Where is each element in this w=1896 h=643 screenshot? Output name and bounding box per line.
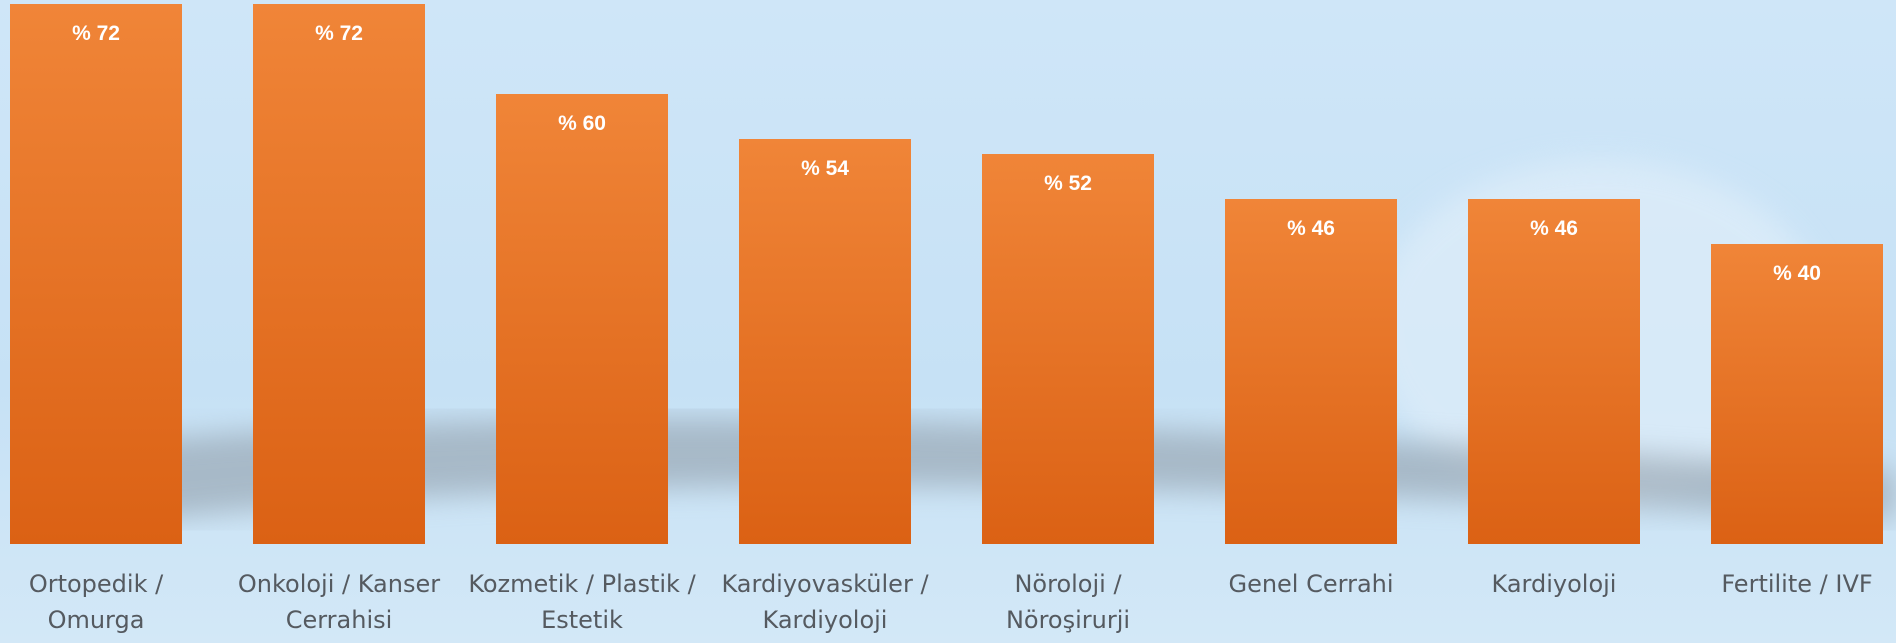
value-label: % 72 (315, 22, 363, 45)
x-tick-label: Kardiyovasküler / Kardiyoloji (721, 570, 929, 634)
bar (496, 94, 668, 544)
x-tick-label: Genel Cerrahi (1228, 570, 1394, 598)
value-label: % 52 (1044, 172, 1092, 195)
value-label: % 54 (801, 157, 849, 180)
bar (1711, 244, 1883, 544)
value-label: % 60 (558, 112, 606, 135)
value-label: % 46 (1530, 217, 1578, 240)
bar (10, 4, 182, 544)
x-tick-label: Onkoloji / Kanser Cerrahisi (237, 570, 441, 634)
x-tick-label: Kozmetik / Plastik / Estetik (468, 570, 696, 634)
bar (739, 139, 911, 544)
x-tick-label: Nöroloji / Nöroşirurji (1005, 570, 1131, 634)
value-label: % 40 (1773, 262, 1821, 285)
bar (1225, 199, 1397, 544)
bar (1468, 199, 1640, 544)
x-tick-label: Kardiyoloji (1491, 570, 1617, 598)
x-tick-label: Fertilite / IVF (1721, 570, 1873, 598)
value-label: % 46 (1287, 217, 1335, 240)
value-label: % 72 (72, 22, 120, 45)
bar (253, 4, 425, 544)
x-tick-label: Ortopedik / Omurga (28, 570, 164, 634)
bars: % 72 % 72 % 60 % 54 % 52 % 46 % 46 % 40 (10, 4, 1883, 544)
bar (982, 154, 1154, 544)
